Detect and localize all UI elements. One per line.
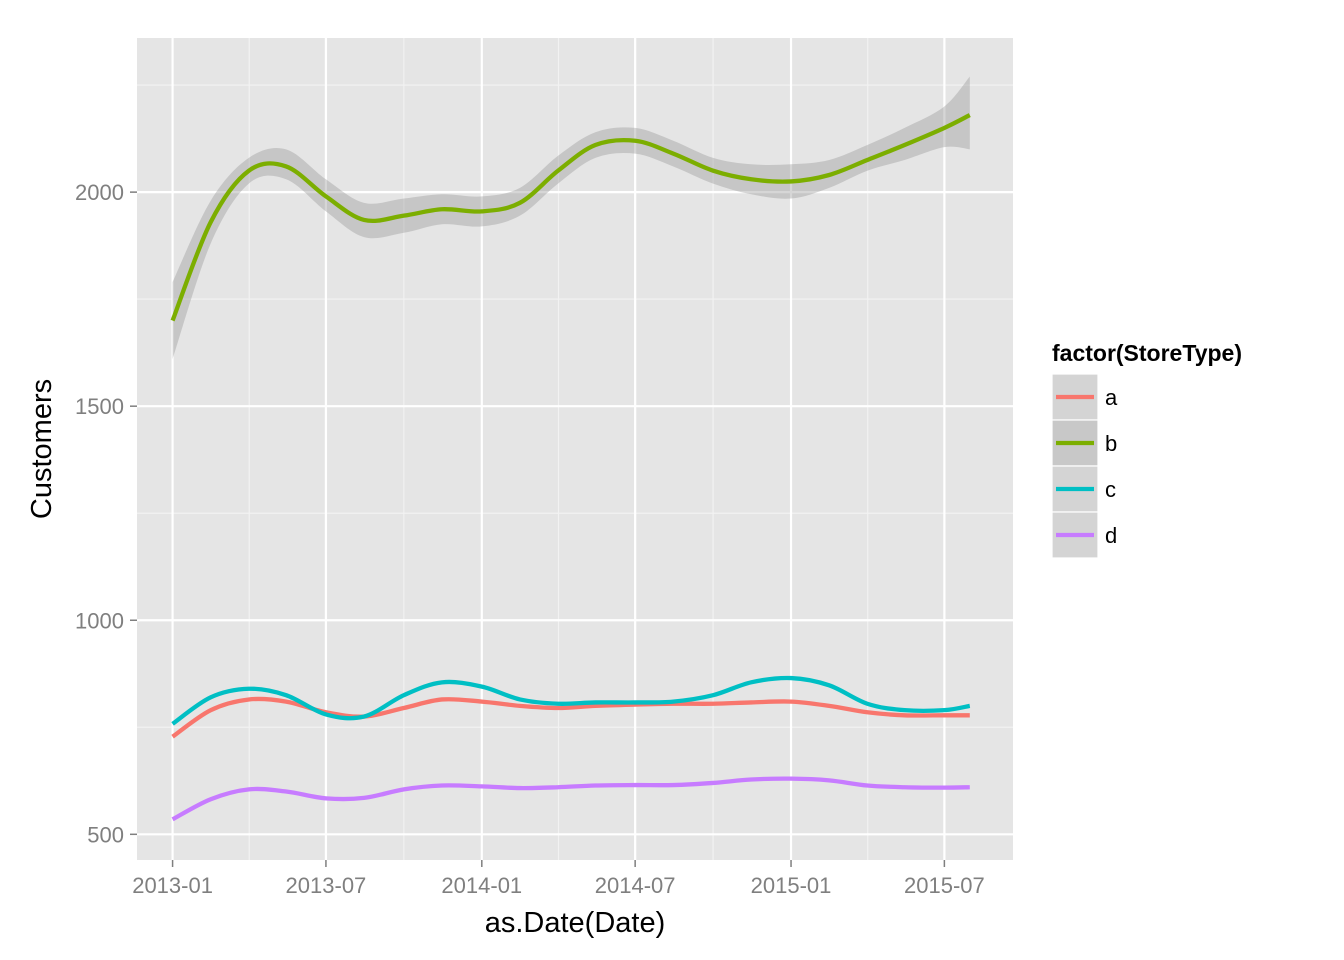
y-tick-label: 500	[87, 822, 124, 847]
series-line-b	[170, 113, 971, 322]
y-axis-title: Customers	[26, 379, 58, 519]
x-tick-label: 2015-01	[751, 873, 832, 898]
y-tick-label: 1000	[75, 608, 124, 633]
x-tick-label: 2013-01	[132, 873, 213, 898]
grid-minor	[137, 38, 1013, 860]
series-line-c	[171, 675, 971, 726]
x-tick-label: 2014-01	[441, 873, 522, 898]
legend-title: factor(StoreType)	[1052, 340, 1242, 366]
x-tick-label: 2014-07	[595, 873, 676, 898]
legend-label-a: a	[1105, 385, 1118, 410]
series-lines	[170, 113, 971, 822]
grid-major	[137, 38, 1013, 860]
x-tick-label: 2015-07	[904, 873, 985, 898]
plot-panel	[137, 38, 1013, 860]
y-axis-ticks: 500 1000 1500 2000	[75, 180, 137, 847]
x-tick-label: 2013-07	[286, 873, 367, 898]
y-tick-label: 1500	[75, 394, 124, 419]
x-axis-ticks: 2013-01 2013-07 2014-01 2014-07 2015-01 2015-…	[132, 860, 985, 898]
x-axis-title: as.Date(Date)	[485, 907, 666, 939]
legend-label-d: d	[1105, 523, 1117, 548]
legend-label-c: c	[1105, 477, 1116, 502]
y-tick-label: 2000	[75, 180, 124, 205]
legend-label-b: b	[1105, 431, 1117, 456]
series-line-d	[171, 776, 970, 822]
